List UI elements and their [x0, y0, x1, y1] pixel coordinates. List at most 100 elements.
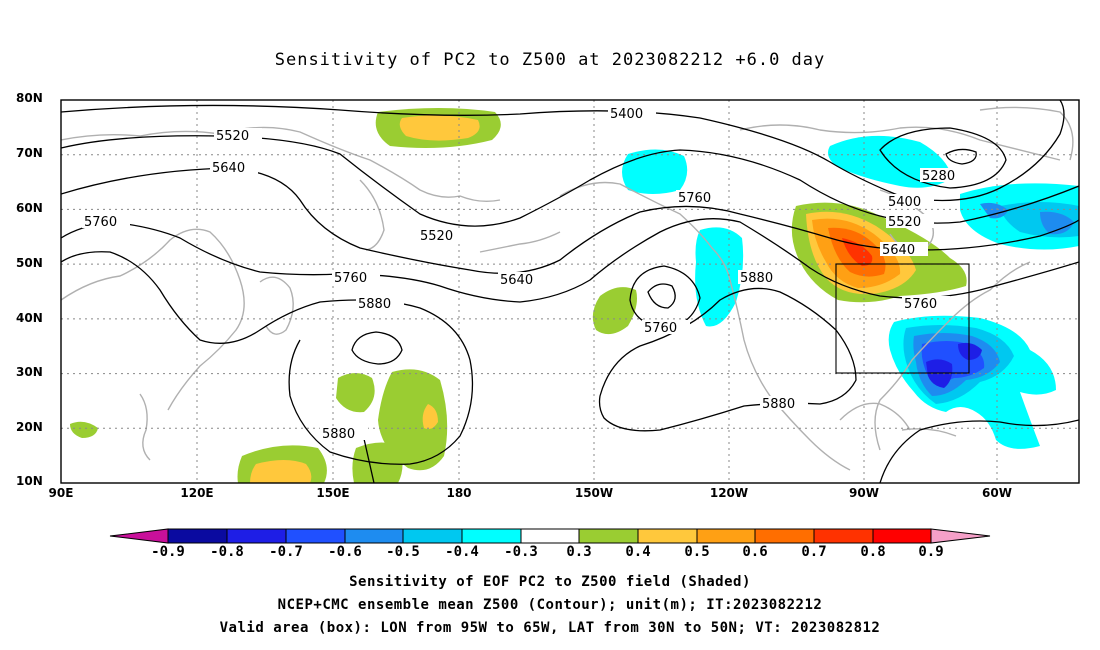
- colorbar-swatch: [344, 528, 404, 544]
- contour-5280: [879, 127, 1007, 189]
- coast-japan: [259, 276, 294, 335]
- contour-5760-west: [61, 218, 1079, 303]
- colorbar-label: -0.3: [504, 544, 538, 560]
- coast-alaska: [559, 181, 731, 281]
- contour-label: 5520: [888, 215, 921, 230]
- contour-label: 5760: [644, 321, 677, 336]
- shade-pos-pac-islands-core: [422, 404, 438, 430]
- shade-neg-se-us-f: [958, 342, 982, 360]
- colorbar: [109, 528, 991, 544]
- coast-aleutians: [479, 231, 561, 253]
- coast-kamchatka: [359, 179, 385, 251]
- colorbar-label: -0.4: [445, 544, 479, 560]
- contour-label: 5880: [762, 397, 795, 412]
- lat-label-20n: 20N: [16, 420, 43, 434]
- colorbar-label: -0.5: [386, 544, 420, 560]
- shade-neg-bc: [695, 227, 744, 327]
- colorbar-low-arrow: [109, 528, 169, 544]
- lon-label-150e: 150E: [316, 486, 350, 500]
- colorbar-swatch: [813, 528, 874, 544]
- contour-5400: [61, 100, 1065, 202]
- contour-label: 5760: [904, 297, 937, 312]
- caption-contour: NCEP+CMC ensemble mean Z500 (Contour); u…: [277, 597, 823, 613]
- contour-label: 5880: [740, 271, 773, 286]
- contour-label: 5760: [678, 191, 711, 206]
- contour-label: 5760: [84, 215, 117, 230]
- shade-neg-labrador-d: [980, 202, 1008, 219]
- colorbar-swatch: [520, 528, 580, 544]
- colorbar-swatch: [578, 528, 639, 544]
- colorbar-label: 0.3: [566, 544, 592, 560]
- contour-label: 5520: [420, 229, 453, 244]
- lon-label-90w: 90W: [849, 486, 879, 500]
- colorbar-label: 0.8: [860, 544, 886, 560]
- colorbar-swatch: [167, 528, 228, 544]
- shade-pos-npac-small: [592, 287, 637, 335]
- colorbar-label: 0.5: [684, 544, 710, 560]
- lon-label-60w: 60W: [982, 486, 1012, 500]
- coast-greenland: [979, 106, 1074, 161]
- shade-pos-pac-islands: [336, 373, 375, 413]
- contour-label: 5280: [922, 169, 955, 184]
- contour-label: 5880: [322, 427, 355, 442]
- caption-valid-area: Valid area (box): LON from 95W to 65W, L…: [219, 620, 881, 636]
- valid-area-box: [835, 263, 970, 374]
- shade-neg-labrador-c: [1040, 211, 1074, 235]
- shade-neg-se-us-e: [926, 359, 953, 388]
- contour-5760-low-inner: [647, 283, 676, 309]
- coast-asia-east: [61, 228, 245, 411]
- map-title: Sensitivity of PC2 to Z500 at 2023082212…: [274, 50, 826, 70]
- contour-label: 5640: [212, 161, 245, 176]
- contour-label: 5520: [216, 129, 249, 144]
- colorbar-high-arrow: [930, 528, 991, 544]
- colorbar-label: -0.8: [210, 544, 244, 560]
- colorbar-swatch: [872, 528, 932, 544]
- lat-label-10n: 10N: [16, 474, 43, 488]
- grid: [61, 100, 1079, 483]
- lon-label-120w: 120W: [709, 486, 749, 500]
- shade-pos-na-red2: [842, 238, 873, 266]
- lat-label-80n: 80N: [16, 91, 43, 105]
- coast-na-west: [729, 279, 851, 471]
- colorbar-label: 0.6: [742, 544, 768, 560]
- lon-label-90e: 90E: [48, 486, 74, 500]
- contour-label: 5880: [358, 297, 391, 312]
- colorbar-label: 0.4: [625, 544, 651, 560]
- coast-asia-north: [61, 126, 501, 203]
- shade-pos-pac-south-core: [250, 460, 312, 483]
- lat-label-70n: 70N: [16, 146, 43, 160]
- coast-arctic-canada: [739, 124, 1061, 161]
- colorbar-label: 0.9: [918, 544, 944, 560]
- colorbar-swatch: [696, 528, 756, 544]
- coastlines: [61, 106, 1074, 471]
- contour-label: 5640: [500, 273, 533, 288]
- contour-5280-inner: [945, 148, 977, 165]
- contour-label: 5760: [334, 271, 367, 286]
- lat-label-60n: 60N: [16, 201, 43, 215]
- contour-label: 5640: [882, 243, 915, 258]
- colorbar-swatch: [226, 528, 287, 544]
- lat-label-40n: 40N: [16, 311, 43, 325]
- coast-gulf: [839, 402, 911, 431]
- contour-5880-small: [351, 331, 403, 365]
- caption-shading: Sensitivity of EOF PC2 to Z500 field (Sh…: [349, 574, 751, 590]
- contour-5880-south: [879, 419, 1079, 483]
- coast-philippines: [139, 393, 151, 461]
- colorbar-label: -0.6: [328, 544, 362, 560]
- colorbar-label: -0.7: [269, 544, 303, 560]
- colorbar-swatch: [402, 528, 463, 544]
- colorbar-label: -0.9: [151, 544, 185, 560]
- lat-label-50n: 50N: [16, 256, 43, 270]
- colorbar-label: 0.7: [801, 544, 827, 560]
- colorbar-swatch: [637, 528, 698, 544]
- shade-pos-wpac-dot: [70, 421, 98, 438]
- lon-label-180: 180: [446, 486, 472, 500]
- contour-label: 5400: [610, 107, 643, 122]
- contour-5880-pac: [61, 251, 474, 465]
- lon-label-150w: 150W: [574, 486, 614, 500]
- contour-labels: 5400 5280 5520 5640 5760 5520 5640 5760 …: [82, 106, 968, 442]
- contour-5880-na: [598, 287, 857, 432]
- shade-pos-arctic-core: [399, 115, 480, 141]
- map-frame: [60, 99, 1080, 484]
